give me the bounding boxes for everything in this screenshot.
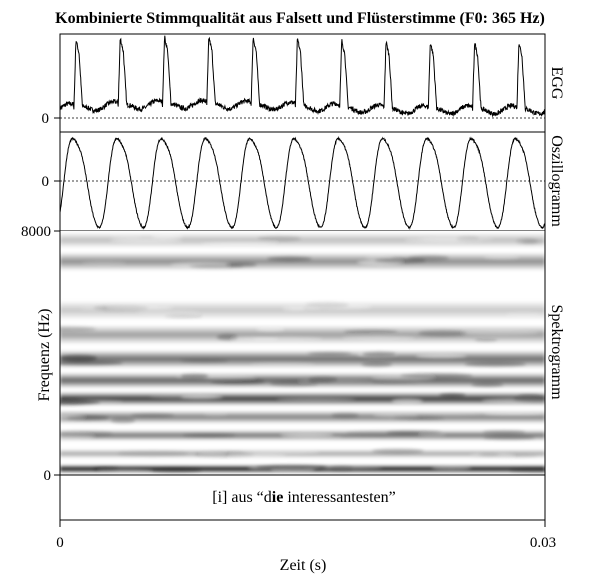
spectrogram-streak — [180, 394, 223, 400]
spectrogram-streak — [60, 355, 98, 362]
oscillogram-zero-label: 0 — [42, 174, 50, 190]
spectrogram-streak — [180, 358, 229, 363]
spectrogram-streak — [386, 430, 443, 435]
spectrogram-streak — [216, 334, 239, 341]
spectrogram-streak — [289, 306, 321, 311]
caption: [i] aus “die interessantesten” — [212, 489, 395, 506]
chart-title: Kombinierte Stimmqualität aus Falsett un… — [55, 10, 545, 27]
spectrogram-streak — [307, 351, 352, 356]
spectrogram-streak — [482, 430, 526, 435]
spectrogram-streak — [461, 329, 539, 336]
spectrogram-streak — [210, 378, 265, 385]
spectrogram-streak — [469, 452, 514, 459]
spectrogram-streak — [471, 382, 504, 387]
spectrogram-streak — [404, 237, 481, 244]
spectrogram-panel-label: Spektrogramm — [548, 304, 565, 400]
spectrogram-streak — [109, 238, 183, 244]
spectrogram-streak — [60, 360, 123, 366]
spectrogram-streak — [439, 393, 466, 398]
spectrogram-streak — [106, 305, 174, 310]
oscillogram-panel: 0 Oszillogramm — [42, 131, 565, 232]
spectrogram-streak — [203, 411, 228, 417]
spectrogram-streak — [60, 434, 94, 441]
spectrogram-streak — [250, 361, 315, 367]
spectrogram-ytick-bottom: 0 — [44, 468, 52, 484]
spectrogram-streak — [505, 311, 542, 318]
spectrogram-streak — [483, 254, 520, 260]
spectrogram-streak — [255, 464, 329, 471]
spectrogram-streak — [342, 335, 416, 341]
spectrogram-ylabel: Frequenz (Hz) — [36, 309, 53, 402]
spectrogram-streak — [225, 262, 257, 267]
spectrogram-streak — [201, 242, 278, 246]
spectrogram-streak — [331, 412, 359, 418]
spectrogram-streak — [512, 395, 545, 403]
spectrogram-streak — [299, 378, 375, 383]
spectrogram-streak — [418, 330, 468, 337]
spectrogram-streak — [255, 326, 285, 332]
spectrogram-streak — [182, 433, 236, 437]
spectrogram-streak — [483, 411, 545, 416]
spectrogram-streak — [391, 398, 423, 405]
egg-zero-label: 0 — [42, 111, 50, 127]
spectrogram-streak — [150, 468, 202, 473]
spectrogram-streak — [431, 465, 472, 471]
caption-area: [i] aus “die interessantesten” — [212, 489, 395, 506]
caption-suffix: interessantesten” — [283, 489, 395, 506]
spectrogram-streak — [361, 351, 397, 357]
oscillogram-panel-label: Oszillogramm — [548, 135, 565, 227]
spectrogram-streak — [137, 309, 199, 316]
caption-bold: ie — [272, 489, 284, 506]
spectrogram-streak — [267, 256, 312, 262]
spectrogram-streak — [400, 372, 473, 379]
spectrogram-streak — [242, 449, 320, 455]
spectrogram-streak — [151, 233, 183, 239]
spectrogram-streak — [110, 417, 136, 424]
spectrogram-streak — [464, 361, 527, 367]
spectrogram-streak — [65, 415, 110, 421]
spectrogram-streak — [110, 234, 142, 239]
spectrogram-ytick-top: 8000 — [21, 224, 51, 240]
egg-panel: 0 EGG — [42, 33, 565, 133]
spectrogram-panel: 8000 0 Frequenz (Hz) Spektrogramm — [21, 224, 565, 484]
spectrogram-streak — [374, 257, 426, 264]
spectrogram-streak — [269, 380, 319, 387]
x-tick-label-start: 0 — [56, 535, 64, 551]
spectrogram-streak — [306, 303, 372, 310]
spectrogram-streak — [92, 466, 120, 471]
spectrogram-streak — [415, 353, 467, 359]
spectrogram-streak — [371, 448, 424, 454]
egg-panel-label: EGG — [548, 67, 565, 100]
spectrogram-streak — [474, 337, 498, 342]
caption-prefix: [i] aus “d — [212, 489, 272, 506]
spectrogram-band — [60, 324, 545, 345]
x-axis: 0 0.03 Zeit (s) — [56, 520, 556, 574]
spectrogram-streak — [130, 413, 175, 418]
x-axis-label: Zeit (s) — [280, 557, 327, 574]
x-tick-label-end: 0.03 — [530, 535, 556, 551]
spectrogram-streak — [60, 326, 96, 332]
spectrogram-band — [60, 252, 545, 271]
spectrogram-streak — [361, 361, 393, 367]
spectrogram-streak — [343, 329, 398, 335]
spectrogram-streak — [79, 306, 105, 311]
spectrogram-streak — [180, 373, 209, 379]
plot-frame — [59, 33, 546, 521]
spectrogram-streak — [81, 260, 127, 266]
spectrogram-streak — [253, 336, 323, 342]
oscillogram-waveform — [60, 135, 545, 230]
spectrogram-streak — [509, 467, 545, 473]
spectrogram-streak — [60, 399, 101, 405]
spectrogram-streak — [281, 435, 343, 440]
spectrogram-streak — [117, 450, 189, 457]
oscillogram-panel-frame — [59, 131, 546, 232]
spectrogram-streak — [276, 397, 356, 402]
spectrogram-streak — [405, 412, 482, 417]
spectrogram-streak — [229, 453, 287, 458]
spectrogram-streak — [257, 235, 302, 242]
spectrogram-streak — [483, 435, 536, 440]
egg-waveform — [60, 35, 545, 118]
spectrogram-streak — [521, 239, 545, 245]
